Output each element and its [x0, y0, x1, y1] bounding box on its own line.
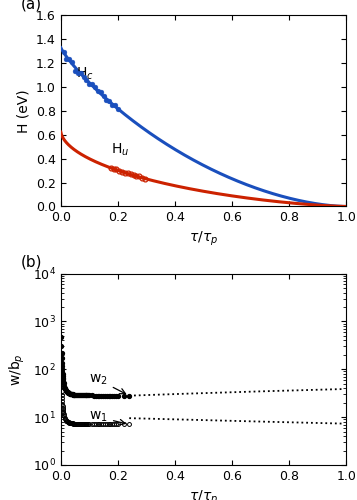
- Text: w$_2$: w$_2$: [89, 372, 126, 394]
- X-axis label: $\tau/\tau_p$: $\tau/\tau_p$: [189, 230, 218, 248]
- Text: (b): (b): [21, 254, 42, 270]
- Text: (a): (a): [21, 0, 42, 11]
- Y-axis label: w/b$_p$: w/b$_p$: [8, 353, 27, 386]
- Y-axis label: H (eV): H (eV): [16, 89, 30, 132]
- Text: H$_c$: H$_c$: [76, 65, 94, 82]
- X-axis label: $\tau/\tau_p$: $\tau/\tau_p$: [189, 488, 218, 500]
- Text: H$_u$: H$_u$: [111, 142, 129, 158]
- Text: w$_1$: w$_1$: [89, 410, 125, 425]
